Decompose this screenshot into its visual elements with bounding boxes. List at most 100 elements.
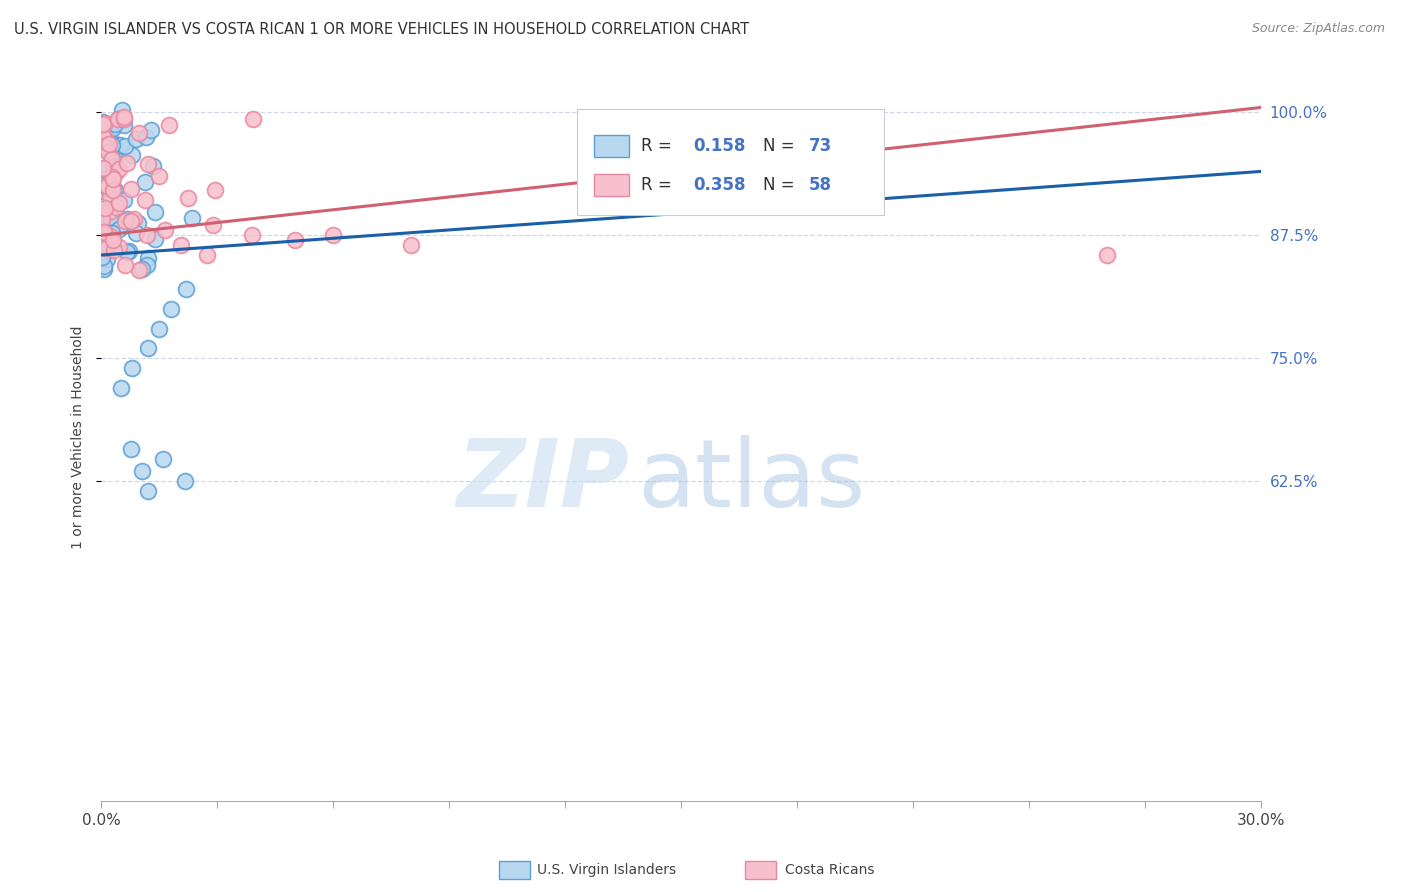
Point bbox=[242, 112, 264, 127]
Point bbox=[118, 244, 141, 258]
Point bbox=[177, 191, 200, 205]
Point bbox=[96, 186, 118, 200]
Point bbox=[114, 214, 136, 228]
Point bbox=[195, 248, 218, 262]
Point bbox=[107, 240, 129, 254]
Point bbox=[135, 130, 157, 145]
Point bbox=[91, 211, 114, 226]
Point bbox=[1095, 248, 1118, 262]
Point bbox=[110, 137, 132, 152]
Point bbox=[104, 200, 127, 214]
Point bbox=[93, 209, 115, 223]
Point bbox=[131, 465, 153, 479]
Point bbox=[114, 139, 136, 153]
Point bbox=[98, 190, 121, 204]
Point bbox=[284, 233, 307, 247]
Point bbox=[97, 244, 120, 258]
Point bbox=[94, 116, 117, 130]
Point bbox=[139, 123, 162, 137]
Point bbox=[104, 159, 127, 173]
Point bbox=[108, 196, 131, 211]
Point bbox=[125, 226, 148, 240]
Point bbox=[120, 182, 142, 196]
Text: 0.358: 0.358 bbox=[693, 176, 745, 194]
Point bbox=[110, 103, 132, 117]
Point bbox=[94, 236, 117, 251]
Point bbox=[142, 160, 165, 174]
Text: Costa Ricans: Costa Ricans bbox=[785, 863, 875, 877]
Point bbox=[93, 225, 115, 239]
Point bbox=[91, 161, 114, 176]
Point bbox=[98, 210, 121, 224]
Point bbox=[93, 132, 115, 146]
Point bbox=[173, 475, 195, 489]
FancyBboxPatch shape bbox=[595, 135, 628, 157]
Point bbox=[153, 223, 176, 237]
Point bbox=[94, 133, 117, 147]
Point bbox=[93, 259, 115, 273]
Point bbox=[204, 183, 226, 197]
Point bbox=[107, 112, 129, 126]
Point bbox=[91, 118, 114, 132]
Text: atlas: atlas bbox=[637, 434, 866, 527]
Point bbox=[91, 130, 114, 145]
Text: ZIP: ZIP bbox=[456, 434, 628, 527]
Point bbox=[101, 226, 124, 240]
Point bbox=[136, 258, 159, 272]
Point bbox=[108, 161, 131, 176]
Point bbox=[97, 145, 120, 160]
Point bbox=[94, 201, 117, 215]
Point bbox=[101, 212, 124, 227]
Point bbox=[322, 228, 344, 243]
Point bbox=[136, 251, 159, 265]
Point bbox=[143, 232, 166, 246]
Point bbox=[97, 132, 120, 146]
Point bbox=[104, 145, 127, 159]
Point bbox=[159, 302, 181, 317]
Point bbox=[103, 243, 125, 257]
Text: N =: N = bbox=[762, 136, 800, 155]
Point bbox=[170, 238, 193, 252]
Point bbox=[110, 381, 132, 395]
Text: 58: 58 bbox=[808, 176, 832, 194]
Point bbox=[125, 131, 148, 145]
Point bbox=[127, 216, 149, 230]
Point bbox=[96, 180, 118, 194]
FancyBboxPatch shape bbox=[595, 174, 628, 196]
Point bbox=[91, 140, 114, 154]
Point bbox=[136, 228, 159, 243]
Point bbox=[100, 147, 122, 161]
Point bbox=[105, 165, 128, 179]
Point bbox=[131, 261, 153, 276]
Point bbox=[93, 261, 115, 276]
Point bbox=[136, 342, 159, 356]
Point bbox=[91, 130, 114, 145]
Point bbox=[180, 211, 202, 226]
Point bbox=[93, 139, 115, 153]
Text: R =: R = bbox=[641, 136, 676, 155]
Text: 73: 73 bbox=[808, 136, 832, 155]
Point bbox=[100, 169, 122, 184]
Point bbox=[91, 115, 114, 129]
Point bbox=[98, 136, 121, 151]
Point bbox=[174, 283, 197, 297]
Point bbox=[157, 118, 180, 132]
Point bbox=[91, 178, 114, 192]
Point bbox=[136, 484, 159, 499]
Point bbox=[98, 229, 121, 244]
Point bbox=[101, 153, 124, 167]
Point bbox=[115, 211, 138, 226]
Text: N =: N = bbox=[762, 176, 800, 194]
Point bbox=[124, 211, 146, 226]
Point bbox=[112, 112, 135, 126]
Point bbox=[93, 230, 115, 244]
Point bbox=[128, 126, 150, 140]
Point bbox=[114, 110, 136, 124]
Point bbox=[128, 262, 150, 277]
Point bbox=[98, 196, 121, 211]
FancyBboxPatch shape bbox=[576, 110, 884, 215]
Point bbox=[94, 122, 117, 136]
Point bbox=[120, 442, 142, 456]
Point bbox=[121, 361, 143, 376]
Point bbox=[91, 251, 114, 265]
